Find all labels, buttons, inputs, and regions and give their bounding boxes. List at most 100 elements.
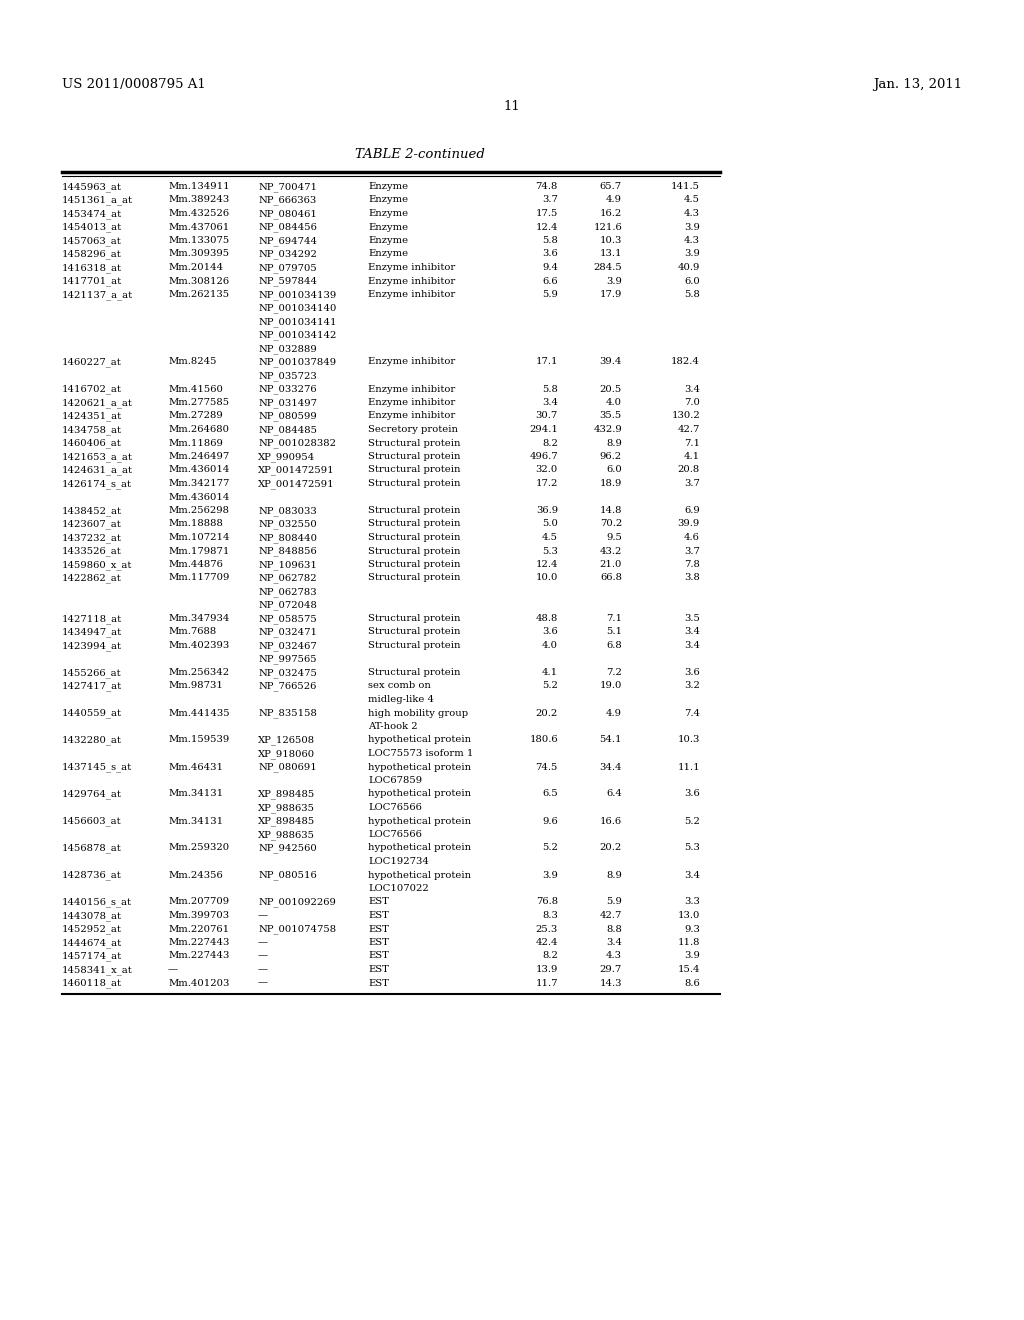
Text: NP_109631: NP_109631 — [258, 560, 316, 570]
Text: 1426174_s_at: 1426174_s_at — [62, 479, 132, 488]
Text: Mm.259320: Mm.259320 — [168, 843, 229, 853]
Text: Enzyme: Enzyme — [368, 236, 409, 246]
Text: 30.7: 30.7 — [536, 412, 558, 421]
Text: Mm.98731: Mm.98731 — [168, 681, 223, 690]
Text: 3.4: 3.4 — [684, 870, 700, 879]
Text: 3.6: 3.6 — [543, 627, 558, 636]
Text: 1458296_at: 1458296_at — [62, 249, 122, 259]
Text: NP_700471: NP_700471 — [258, 182, 317, 191]
Text: 48.8: 48.8 — [536, 614, 558, 623]
Text: 1444674_at: 1444674_at — [62, 939, 122, 948]
Text: 1417701_at: 1417701_at — [62, 276, 122, 286]
Text: 1437232_at: 1437232_at — [62, 533, 122, 543]
Text: LOC67859: LOC67859 — [368, 776, 422, 785]
Text: Mm.262135: Mm.262135 — [168, 290, 229, 300]
Text: Mm.41560: Mm.41560 — [168, 384, 223, 393]
Text: 74.8: 74.8 — [536, 182, 558, 191]
Text: 5.2: 5.2 — [542, 681, 558, 690]
Text: NP_835158: NP_835158 — [258, 709, 316, 718]
Text: Mm.309395: Mm.309395 — [168, 249, 229, 259]
Text: 12.4: 12.4 — [536, 560, 558, 569]
Text: 1455266_at: 1455266_at — [62, 668, 122, 677]
Text: NP_997565: NP_997565 — [258, 655, 316, 664]
Text: 6.0: 6.0 — [606, 466, 622, 474]
Text: —: — — [258, 978, 268, 987]
Text: Structural protein: Structural protein — [368, 479, 461, 488]
Text: Enzyme: Enzyme — [368, 223, 409, 231]
Text: EST: EST — [368, 911, 389, 920]
Text: XP_898485: XP_898485 — [258, 789, 315, 799]
Text: Structural protein: Structural protein — [368, 506, 461, 515]
Text: 4.1: 4.1 — [684, 451, 700, 461]
Text: 10.3: 10.3 — [678, 735, 700, 744]
Text: 1453474_at: 1453474_at — [62, 209, 122, 219]
Text: 9.6: 9.6 — [543, 817, 558, 825]
Text: 18.9: 18.9 — [600, 479, 622, 488]
Text: 1440156_s_at: 1440156_s_at — [62, 898, 132, 907]
Text: 3.4: 3.4 — [684, 627, 700, 636]
Text: 40.9: 40.9 — [678, 263, 700, 272]
Text: 1457174_at: 1457174_at — [62, 952, 122, 961]
Text: 20.2: 20.2 — [600, 843, 622, 853]
Text: 15.4: 15.4 — [678, 965, 700, 974]
Text: 3.9: 3.9 — [542, 870, 558, 879]
Text: 8.2: 8.2 — [542, 438, 558, 447]
Text: 16.6: 16.6 — [600, 817, 622, 825]
Text: 294.1: 294.1 — [529, 425, 558, 434]
Text: 1437145_s_at: 1437145_s_at — [62, 763, 132, 772]
Text: 16.2: 16.2 — [600, 209, 622, 218]
Text: Mm.227443: Mm.227443 — [168, 939, 229, 946]
Text: 9.3: 9.3 — [684, 924, 700, 933]
Text: 7.2: 7.2 — [606, 668, 622, 677]
Text: 5.9: 5.9 — [542, 290, 558, 300]
Text: —: — — [258, 952, 268, 961]
Text: Structural protein: Structural protein — [368, 668, 461, 677]
Text: Mm.389243: Mm.389243 — [168, 195, 229, 205]
Text: NP_808440: NP_808440 — [258, 533, 317, 543]
Text: EST: EST — [368, 952, 389, 961]
Text: NP_001092269: NP_001092269 — [258, 898, 336, 907]
Text: Enzyme inhibitor: Enzyme inhibitor — [368, 399, 456, 407]
Text: 8.6: 8.6 — [684, 978, 700, 987]
Text: 74.5: 74.5 — [536, 763, 558, 771]
Text: Mm.44876: Mm.44876 — [168, 560, 223, 569]
Text: LOC75573 isoform 1: LOC75573 isoform 1 — [368, 748, 473, 758]
Text: 3.4: 3.4 — [684, 642, 700, 649]
Text: 1427118_at: 1427118_at — [62, 614, 122, 623]
Text: Mm.277585: Mm.277585 — [168, 399, 229, 407]
Text: NP_035723: NP_035723 — [258, 371, 316, 380]
Text: 6.6: 6.6 — [543, 276, 558, 285]
Text: Mm.347934: Mm.347934 — [168, 614, 229, 623]
Text: 5.1: 5.1 — [606, 627, 622, 636]
Text: 1428736_at: 1428736_at — [62, 870, 122, 880]
Text: 5.8: 5.8 — [542, 384, 558, 393]
Text: 1420621_a_at: 1420621_a_at — [62, 399, 133, 408]
Text: Mm.179871: Mm.179871 — [168, 546, 229, 556]
Text: 10.3: 10.3 — [600, 236, 622, 246]
Text: US 2011/0008795 A1: US 2011/0008795 A1 — [62, 78, 206, 91]
Text: 9.4: 9.4 — [542, 263, 558, 272]
Text: Enzyme inhibitor: Enzyme inhibitor — [368, 412, 456, 421]
Text: 3.2: 3.2 — [684, 681, 700, 690]
Text: 6.8: 6.8 — [606, 642, 622, 649]
Text: Mm.11869: Mm.11869 — [168, 438, 223, 447]
Text: sex comb on: sex comb on — [368, 681, 431, 690]
Text: 36.9: 36.9 — [536, 506, 558, 515]
Text: 4.9: 4.9 — [606, 195, 622, 205]
Text: EST: EST — [368, 924, 389, 933]
Text: EST: EST — [368, 978, 389, 987]
Text: 4.1: 4.1 — [542, 668, 558, 677]
Text: 42.7: 42.7 — [600, 911, 622, 920]
Text: 35.5: 35.5 — [600, 412, 622, 421]
Text: NP_001074758: NP_001074758 — [258, 924, 336, 935]
Text: 5.2: 5.2 — [684, 817, 700, 825]
Text: 496.7: 496.7 — [529, 451, 558, 461]
Text: 6.9: 6.9 — [684, 506, 700, 515]
Text: Mm.227443: Mm.227443 — [168, 952, 229, 961]
Text: 1434947_at: 1434947_at — [62, 627, 122, 638]
Text: 1460227_at: 1460227_at — [62, 358, 122, 367]
Text: XP_988635: XP_988635 — [258, 803, 315, 813]
Text: NP_001037849: NP_001037849 — [258, 358, 336, 367]
Text: 65.7: 65.7 — [600, 182, 622, 191]
Text: 70.2: 70.2 — [600, 520, 622, 528]
